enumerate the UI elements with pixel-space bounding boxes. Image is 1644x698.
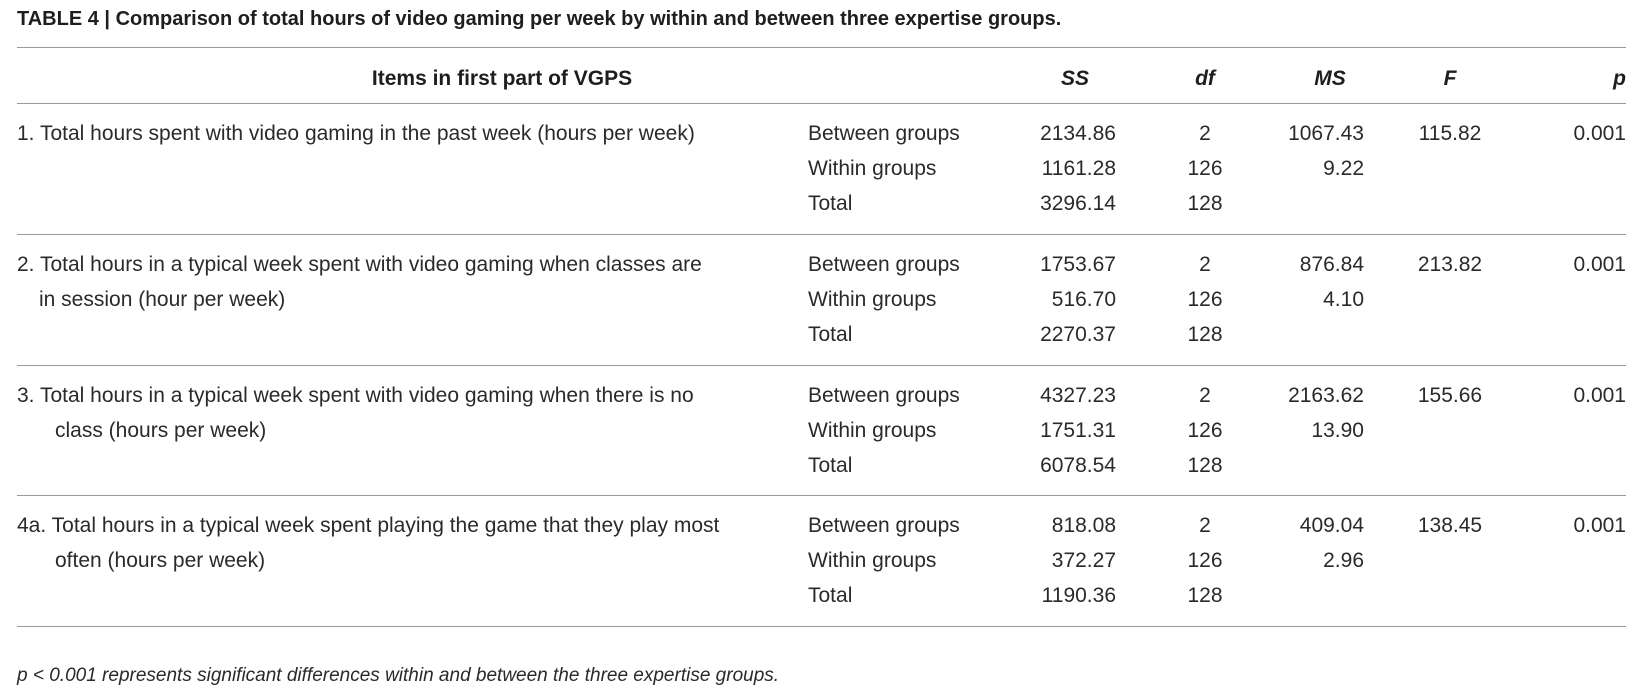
header-ss: SS	[1060, 67, 1089, 90]
row2-total-label: Total	[808, 323, 853, 346]
row4-total-ss: 1190.36	[1041, 584, 1116, 607]
row4-between-label: Between groups	[808, 514, 960, 537]
row4-between-ms: 409.04	[1299, 514, 1364, 537]
row1-between-ss: 2134.86	[1040, 122, 1116, 145]
row1-within-df: 126	[1187, 157, 1223, 180]
row1-between-df: 2	[1199, 122, 1211, 145]
row3-total-label: Total	[808, 454, 853, 477]
bottom-rule	[17, 626, 1626, 627]
row2-item-line2: in session (hour per week)	[39, 288, 286, 311]
row4-within-ss: 372.27	[1051, 549, 1116, 572]
row3-total-df: 128	[1187, 454, 1223, 477]
row1-between-label: Between groups	[808, 122, 960, 145]
row4-total-label: Total	[808, 584, 853, 607]
row1-total-ss: 3296.14	[1040, 192, 1116, 215]
row4-f: 138.45	[1417, 514, 1483, 537]
row2-between-label: Between groups	[808, 253, 960, 276]
row1-within-ss: 1161.28	[1041, 157, 1116, 180]
row2-within-df: 126	[1187, 288, 1223, 311]
row4-within-ms: 2.96	[1323, 549, 1364, 572]
row4-within-label: Within groups	[808, 549, 937, 572]
row3-f: 155.66	[1417, 384, 1483, 407]
header-f: F	[1443, 67, 1457, 90]
header-rule	[17, 103, 1626, 104]
row1-within-ms: 9.22	[1323, 157, 1364, 180]
row2-item-line1: 2. Total hours in a typical week spent w…	[17, 253, 702, 276]
row3-within-df: 126	[1187, 419, 1223, 442]
row2-within-ms: 4.10	[1323, 288, 1364, 311]
row1-total-df: 128	[1187, 192, 1223, 215]
row-divider	[17, 234, 1626, 235]
row1-between-ms: 1067.43	[1288, 122, 1364, 145]
row3-item-line1: 3. Total hours in a typical week spent w…	[17, 384, 694, 407]
row1-f: 115.82	[1418, 122, 1482, 145]
row4-within-df: 126	[1187, 549, 1223, 572]
row-divider	[17, 495, 1626, 496]
row4-p: 0.001	[1573, 514, 1626, 537]
row2-p: 0.001	[1573, 253, 1626, 276]
row3-between-df: 2	[1199, 384, 1211, 407]
row1-p: 0.001	[1573, 122, 1626, 145]
row3-within-label: Within groups	[808, 419, 937, 442]
row2-f: 213.82	[1417, 253, 1483, 276]
table-caption: TABLE 4 | Comparison of total hours of v…	[17, 8, 1062, 30]
row3-within-ss: 1751.31	[1040, 419, 1116, 442]
row2-between-df: 2	[1199, 253, 1211, 276]
row4-total-df: 128	[1187, 584, 1223, 607]
header-p: p	[1613, 67, 1626, 90]
row2-within-ss: 516.70	[1051, 288, 1116, 311]
top-rule	[17, 47, 1626, 48]
row3-between-ms: 2163.62	[1288, 384, 1364, 407]
row2-between-ss: 1753.67	[1040, 253, 1116, 276]
row2-between-ms: 876.84	[1299, 253, 1364, 276]
row-divider	[17, 365, 1626, 366]
row4-between-ss: 818.08	[1051, 514, 1116, 537]
row3-p: 0.001	[1573, 384, 1626, 407]
row2-total-ss: 2270.37	[1040, 323, 1116, 346]
row3-between-ss: 4327.23	[1040, 384, 1116, 407]
row1-within-label: Within groups	[808, 157, 937, 180]
row3-within-ms: 13.90	[1311, 419, 1364, 442]
row4-item-line2: often (hours per week)	[55, 549, 266, 572]
header-items: Items in first part of VGPS	[371, 67, 633, 90]
row4-between-df: 2	[1199, 514, 1211, 537]
row3-between-label: Between groups	[808, 384, 960, 407]
row2-within-label: Within groups	[808, 288, 937, 311]
row3-item-line2: class (hours per week)	[55, 419, 267, 442]
row2-total-df: 128	[1187, 323, 1223, 346]
row1-item: 1. Total hours spent with video gaming i…	[17, 122, 695, 145]
table-footnote: p < 0.001 represents significant differe…	[17, 665, 780, 686]
row4-item-line1: 4a. Total hours in a typical week spent …	[17, 514, 720, 537]
row1-total-label: Total	[808, 192, 853, 215]
row3-total-ss: 6078.54	[1040, 454, 1116, 477]
header-df: df	[1195, 67, 1215, 90]
header-ms: MS	[1314, 67, 1346, 90]
